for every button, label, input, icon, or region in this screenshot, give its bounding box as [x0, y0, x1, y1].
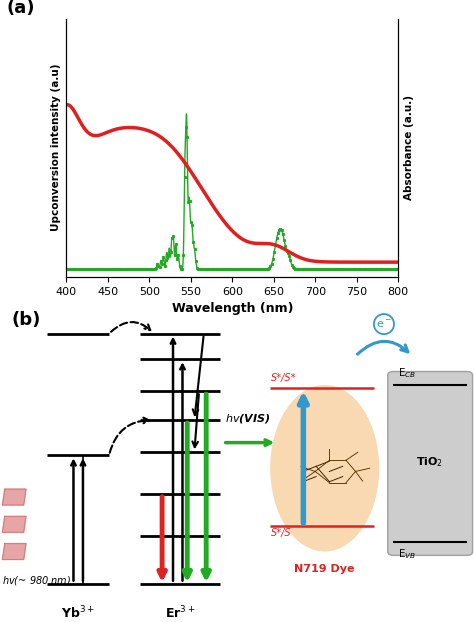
Text: E$_{CB}$: E$_{CB}$ — [398, 366, 417, 380]
X-axis label: Wavelength (nm): Wavelength (nm) — [172, 302, 293, 315]
Text: TiO$_2$: TiO$_2$ — [416, 455, 444, 469]
Text: (a): (a) — [7, 0, 35, 17]
Text: $hv$(~ 980 nm): $hv$(~ 980 nm) — [2, 574, 72, 587]
Polygon shape — [2, 544, 26, 560]
Text: e$^-$: e$^-$ — [376, 318, 392, 330]
Text: S*/S*: S*/S* — [271, 373, 297, 383]
Polygon shape — [2, 489, 26, 505]
Text: S*/S: S*/S — [271, 527, 292, 537]
Y-axis label: Upconversion intensity (a.u): Upconversion intensity (a.u) — [51, 64, 61, 231]
Y-axis label: Absorbance (a.u.): Absorbance (a.u.) — [404, 95, 414, 200]
Text: Yb$^{3+}$: Yb$^{3+}$ — [61, 605, 95, 621]
Text: N719 Dye: N719 Dye — [294, 564, 355, 574]
Polygon shape — [2, 516, 26, 532]
Ellipse shape — [270, 385, 379, 552]
Text: Er$^{3+}$: Er$^{3+}$ — [165, 605, 195, 621]
Text: (b): (b) — [12, 311, 41, 329]
FancyBboxPatch shape — [388, 371, 473, 555]
Text: $hv$(VIS): $hv$(VIS) — [225, 412, 271, 425]
Text: E$_{VB}$: E$_{VB}$ — [398, 547, 416, 560]
